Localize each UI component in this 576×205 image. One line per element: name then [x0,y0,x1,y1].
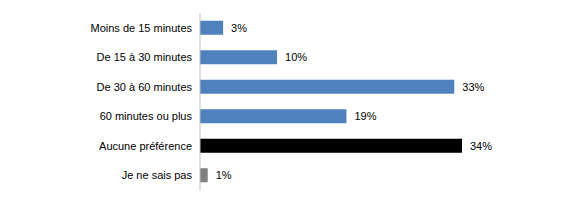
category-label: 60 minutes ou plus [100,110,193,122]
bar [200,109,346,123]
bar [200,168,208,182]
data-label: 33% [462,81,484,93]
category-label: De 30 à 60 minutes [97,81,193,93]
category-label: Moins de 15 minutes [91,22,193,34]
bar [200,80,454,94]
data-label: 34% [470,140,492,152]
chart-svg: Moins de 15 minutes 3% De 15 à 30 minutes 1… [0,0,576,205]
bar [200,21,223,35]
chart-container: Moins de 15 minutes 3% De 15 à 30 minutes 1… [0,0,576,205]
labels: Moins de 15 minutes 3% De 15 à 30 minutes 1… [91,22,493,182]
data-label: 1% [216,169,232,181]
data-label: 3% [231,22,247,34]
bar [200,139,462,153]
axis-line [200,13,201,190]
data-label: 10% [285,51,307,63]
bars [200,21,462,183]
data-label: 19% [354,110,376,122]
category-label: Je ne sais pas [122,169,193,181]
category-label: Aucune préférence [99,140,192,152]
category-label: De 15 à 30 minutes [97,51,193,63]
bar [200,50,277,64]
